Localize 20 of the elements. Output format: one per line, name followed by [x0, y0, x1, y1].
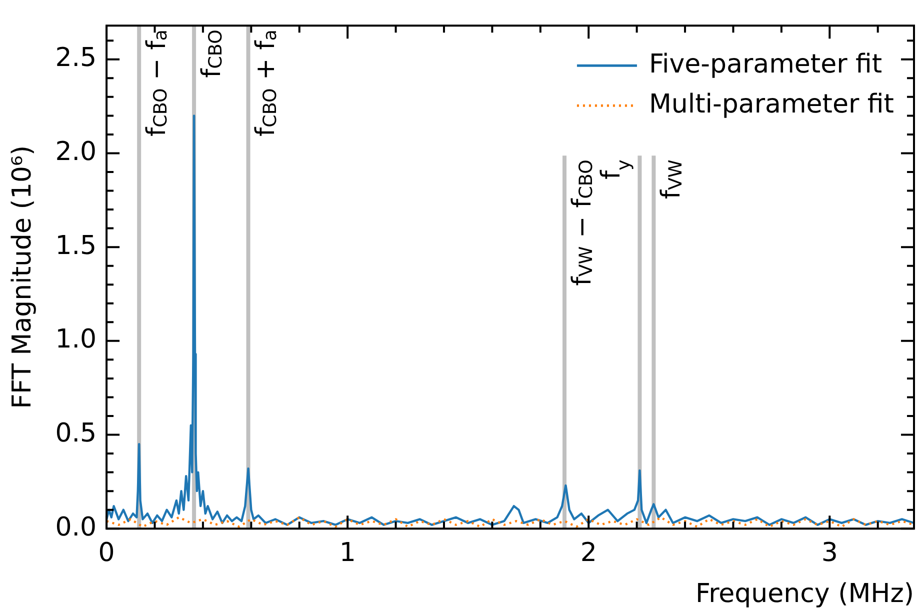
y-tick-label: 1.0 — [55, 324, 97, 355]
x-tick-label: 1 — [339, 538, 356, 568]
legend-label: Multi-parameter fit — [648, 89, 894, 120]
ref-line-label: fy — [596, 159, 634, 180]
x-tick-label: 2 — [580, 538, 597, 568]
x-tick-label: 3 — [821, 538, 838, 568]
x-tick-label: 0 — [98, 538, 115, 568]
ref-line-label: fCBO − fa — [142, 30, 172, 137]
y-tick-label: 0.5 — [55, 418, 97, 449]
y-axis-title: FFT Magnitude (10⁶) — [7, 145, 38, 409]
y-tick-label: 2.0 — [55, 136, 97, 167]
text: 0.0 — [55, 512, 97, 542]
ref-line-label: fVW − fCBO — [567, 160, 598, 286]
legend-label: Five-parameter fit — [648, 49, 882, 80]
x-axis-title: Frequency (MHz) — [696, 579, 914, 610]
ref-line-label: fVW — [656, 160, 686, 200]
ref-line-label: fCBO + fa — [251, 30, 282, 137]
ref-line-label: fCBO — [196, 30, 227, 78]
y-tick-label: 1.5 — [55, 230, 97, 261]
y-tick-label: 2.5 — [55, 43, 97, 74]
